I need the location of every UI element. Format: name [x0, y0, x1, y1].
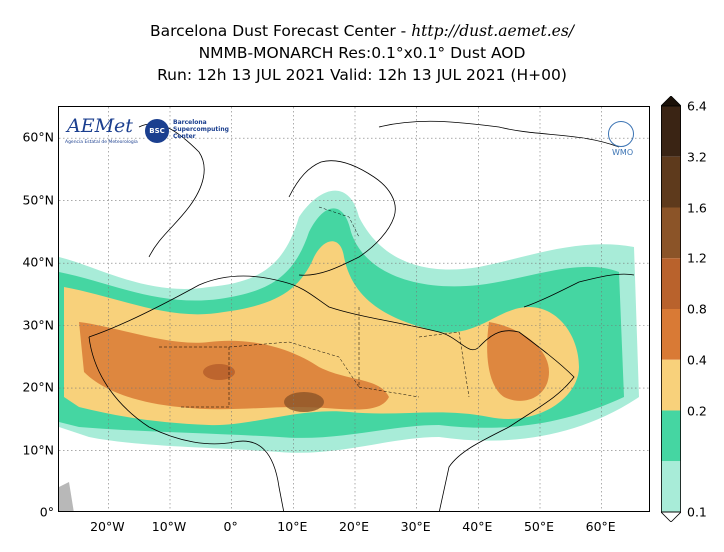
- title-url[interactable]: http://dust.aemet.es/: [411, 22, 575, 40]
- colorbar-tick-label: 3.2: [687, 149, 707, 165]
- dust-aod-map: AEMet Agencia Estatal de Meteorología BS…: [58, 106, 650, 512]
- colorbar-tick-label: 0.8: [687, 301, 707, 317]
- country-borders: [159, 206, 470, 408]
- longitude-label: 20°W: [90, 519, 125, 534]
- longitude-label: 10°W: [151, 519, 187, 534]
- colorbar-tick-label: 1.2: [687, 250, 707, 266]
- latitude-label: 10°N: [22, 442, 54, 458]
- title-line-3: Run: 12h 13 JUL 2021 Valid: 12h 13 JUL 2…: [157, 66, 567, 84]
- colorbar-tick-label: 0.4: [687, 352, 707, 368]
- colorbar-segment: [661, 106, 681, 157]
- latitude-label: 0°: [39, 504, 54, 520]
- longitude-label: 20°E: [338, 519, 370, 534]
- dust-field: [59, 190, 639, 453]
- colorbar-segment: [661, 359, 681, 411]
- bsc-logo: BSC: [145, 119, 169, 143]
- colorbar-segment: [661, 207, 681, 259]
- colorbar-segment: [661, 309, 681, 360]
- aemet-logo: AEMet: [67, 115, 133, 137]
- graticule: [59, 107, 649, 511]
- longitude-label: 0°: [223, 519, 238, 534]
- bsc-text: Barcelona Supercomputing Center: [173, 119, 229, 140]
- longitude-label: 40°E: [462, 519, 493, 534]
- coastlines: [88, 120, 635, 511]
- latitude-label: 40°N: [22, 254, 54, 270]
- aemet-subtitle: Agencia Estatal de Meteorología: [65, 140, 138, 145]
- colorbar: [661, 96, 681, 522]
- colorbar-border: [661, 105, 681, 513]
- latitude-label: 30°N: [22, 317, 54, 333]
- longitude-label: 60°E: [585, 519, 616, 534]
- colorbar-segment: [661, 156, 681, 208]
- longitude-label: 30°E: [400, 519, 431, 534]
- figure-title: Barcelona Dust Forecast Center - http://…: [0, 20, 724, 86]
- colorbar-segment: [661, 410, 681, 462]
- longitude-label: 50°E: [523, 519, 555, 534]
- colorbar-segment: [661, 461, 681, 512]
- map-canvas: [59, 107, 649, 511]
- title-center-name: Barcelona Dust Forecast Center -: [149, 22, 412, 40]
- colorbar-tick-label: 0.2: [687, 403, 707, 418]
- latitude-label: 20°N: [22, 379, 54, 395]
- title-line-1: Barcelona Dust Forecast Center - http://…: [0, 20, 724, 42]
- colorbar-tick-label: 0.1: [687, 504, 707, 520]
- colorbar-tick-label: 6.4: [687, 98, 707, 114]
- colorbar-segment: [661, 258, 681, 309]
- colorbar-tick-label: 1.6: [687, 200, 707, 215]
- longitude-label: 10°E: [277, 519, 308, 534]
- title-line-2: NMMB-MONARCH Res:0.1°x0.1° Dust AOD: [198, 44, 526, 62]
- colorbar-extend-min: [661, 511, 681, 522]
- colorbar-extend-max: [661, 96, 681, 107]
- latitude-label: 50°N: [22, 192, 54, 208]
- wmo-label: WMO: [612, 148, 634, 157]
- wmo-emblem-icon: [608, 121, 634, 147]
- latitude-label: 60°N: [22, 129, 54, 145]
